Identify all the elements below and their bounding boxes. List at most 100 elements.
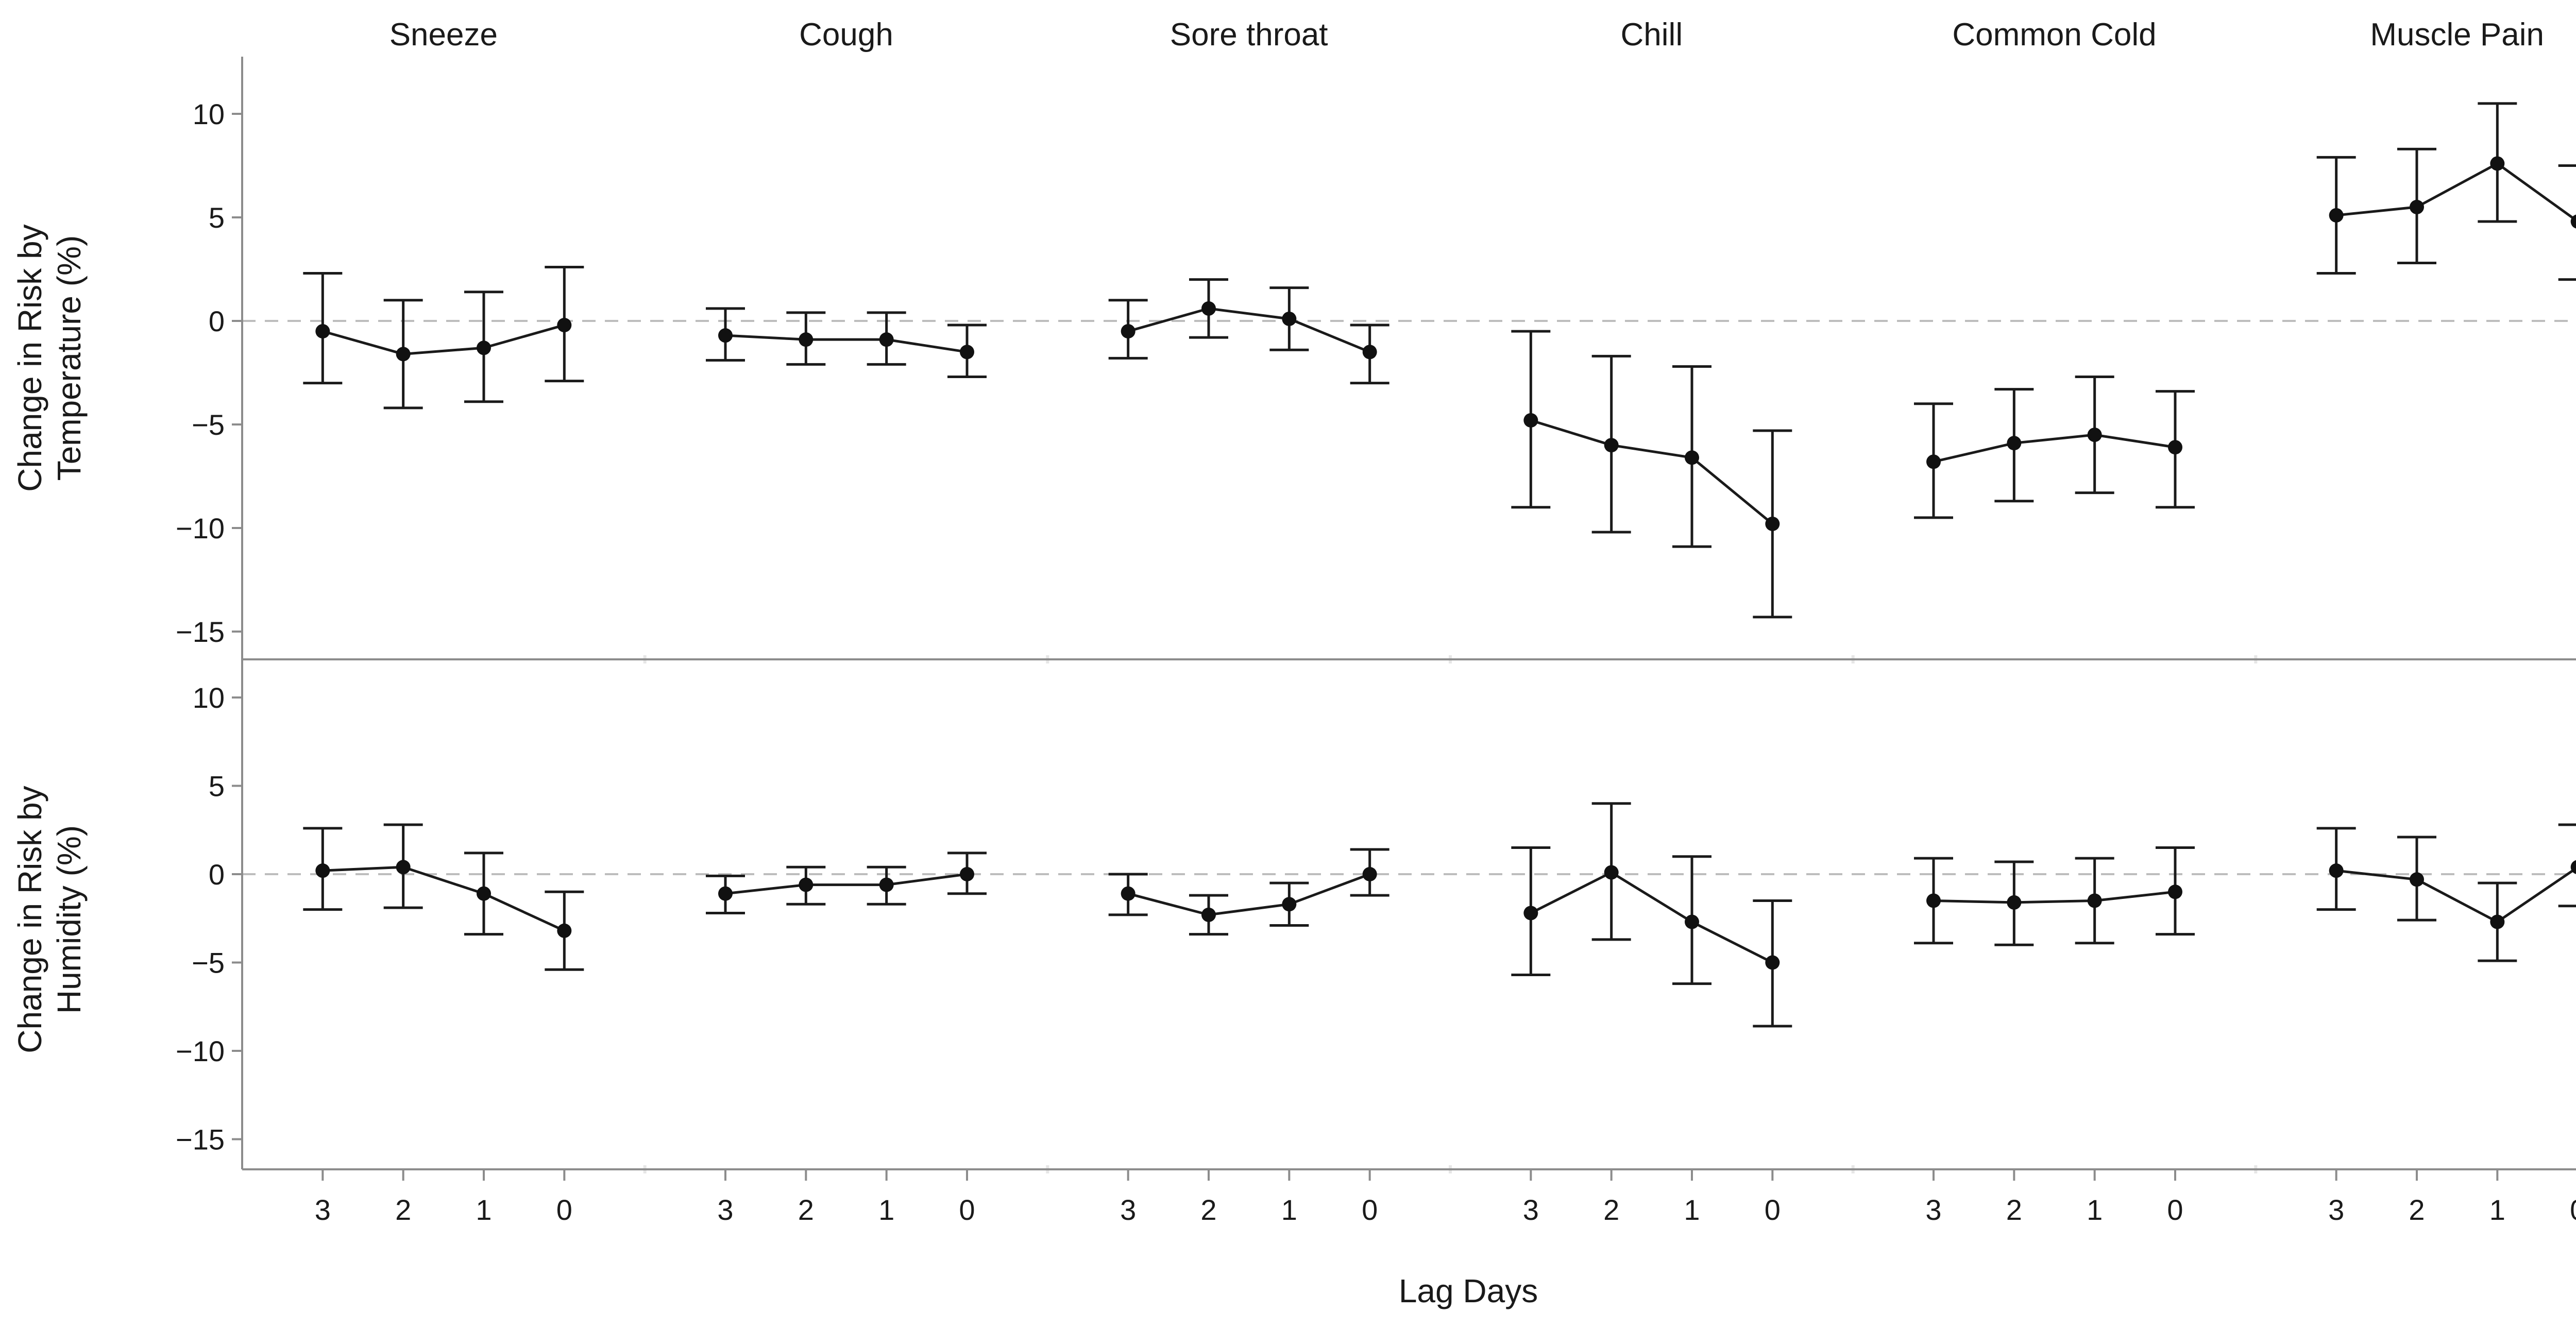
series-line <box>1530 419 1773 525</box>
data-point <box>2007 436 2022 451</box>
data-point <box>2168 440 2182 455</box>
y-tick-label: 5 <box>209 770 225 803</box>
series-line <box>725 334 968 353</box>
facet-titles: Sneeze Cough Sore throat Chill Common Cold Mu… <box>389 17 2544 53</box>
x-tick-label: 3 <box>1925 1194 1941 1226</box>
x-tick-label: 0 <box>1362 1194 1378 1226</box>
x-tick-label: 2 <box>2006 1194 2022 1226</box>
x-tick-label: 3 <box>1523 1194 1539 1226</box>
series-line <box>1128 873 1370 916</box>
axes: 10 5 0 −5 −10 −15 10 5 0 −5 −10 −15 <box>176 57 2576 1170</box>
data-point <box>1604 865 1619 880</box>
x-tick-label: 2 <box>2409 1194 2425 1226</box>
y-axis-title-line: Humidity (%) <box>50 825 88 1014</box>
x-tick-label: 1 <box>1281 1194 1297 1226</box>
y-tick-label: −10 <box>176 512 225 544</box>
data-point <box>960 345 974 360</box>
data-point <box>1282 897 1297 912</box>
data-point <box>1604 438 1619 453</box>
x-tick-label: 0 <box>2167 1194 2183 1226</box>
data-point <box>396 860 411 875</box>
series-line <box>1530 871 1773 964</box>
data-point <box>557 923 572 938</box>
y-tick-label: 5 <box>209 201 225 234</box>
facet-title: Cough <box>799 17 893 53</box>
data-point <box>879 332 894 347</box>
data-point <box>2410 872 2424 887</box>
facet-title: Sneeze <box>389 17 498 53</box>
data-point <box>1282 311 1297 326</box>
data-point <box>718 886 733 901</box>
data-point <box>477 340 491 355</box>
data-point <box>2410 199 2424 214</box>
data-point <box>2007 895 2022 910</box>
x-tick-label: 1 <box>878 1194 894 1226</box>
data-point <box>2490 914 2505 929</box>
series-line <box>725 873 968 895</box>
x-axis-title: Lag Days <box>1399 1272 1538 1309</box>
facet-title: Common Cold <box>1952 17 2156 53</box>
y-tick-label: −5 <box>192 408 225 441</box>
data-point <box>2329 863 2344 878</box>
series-line <box>323 865 565 932</box>
data-point <box>2570 214 2576 229</box>
data-marks <box>303 102 2576 1028</box>
facet-title: Chill <box>1621 17 1683 53</box>
data-point <box>2570 860 2576 874</box>
data-point <box>1362 345 1377 360</box>
data-point <box>1765 516 1780 531</box>
x-tick-label: 2 <box>1200 1194 1216 1226</box>
y-axis-titles: Change in Risk by Temperature (%) Change i… <box>11 224 88 1053</box>
x-tick-label: 0 <box>959 1194 975 1226</box>
y-tick-label: −15 <box>176 616 225 648</box>
data-point <box>960 867 974 881</box>
data-point <box>1362 867 1377 881</box>
data-point <box>1523 413 1538 428</box>
x-tick-label: 2 <box>395 1194 411 1226</box>
data-point <box>2329 208 2344 223</box>
facet-title: Sore throat <box>1170 17 1328 53</box>
y-tick-label: −5 <box>192 947 225 979</box>
series-line <box>2336 866 2576 924</box>
data-point <box>799 877 814 892</box>
x-tick-labels: 3 2 1 0 3 2 1 0 3 2 1 0 3 2 1 0 3 2 1 0 3 2 1 0 <box>315 1169 2576 1226</box>
x-tick-label: 3 <box>2328 1194 2344 1226</box>
data-point <box>718 328 733 343</box>
data-point <box>1685 914 1699 929</box>
x-tick-label: 1 <box>2087 1194 2103 1226</box>
x-tick-label: 0 <box>556 1194 572 1226</box>
data-point <box>315 324 330 339</box>
data-point <box>879 877 894 892</box>
data-point <box>2087 893 2102 908</box>
y-tick-label: 10 <box>193 682 225 714</box>
series-line <box>1127 307 1370 353</box>
facet-title: Muscle Pain <box>2370 17 2544 53</box>
series-line <box>322 324 565 355</box>
reference-lines <box>242 320 2576 875</box>
x-tick-label: 1 <box>476 1194 492 1226</box>
series-line <box>1933 890 2176 904</box>
x-tick-label: 2 <box>1603 1194 1619 1226</box>
x-tick-label: 3 <box>1120 1194 1136 1226</box>
series-line <box>1933 433 2176 463</box>
data-point <box>2087 428 2102 442</box>
y-tick-label: 0 <box>209 305 225 337</box>
x-tick-label: 2 <box>798 1194 814 1226</box>
data-point <box>1121 886 1136 901</box>
data-point <box>2168 884 2182 899</box>
data-point <box>1201 301 1216 316</box>
y-tick-label: 10 <box>193 98 225 130</box>
data-point <box>799 332 814 347</box>
y-axis-title: Change in Risk byHumidity (%) <box>11 786 88 1053</box>
data-point <box>557 318 572 333</box>
y-axis-title-line: Temperature (%) <box>50 235 88 481</box>
y-tick-label: 0 <box>209 858 225 891</box>
x-tick-label: 1 <box>1684 1194 1700 1226</box>
y-tick-label: −10 <box>176 1035 225 1067</box>
data-point <box>1201 907 1216 922</box>
data-point <box>1926 893 1941 908</box>
x-tick-label: 3 <box>315 1194 331 1226</box>
y-axis-title-line: Change in Risk by <box>11 786 48 1053</box>
data-point <box>1926 454 1941 469</box>
